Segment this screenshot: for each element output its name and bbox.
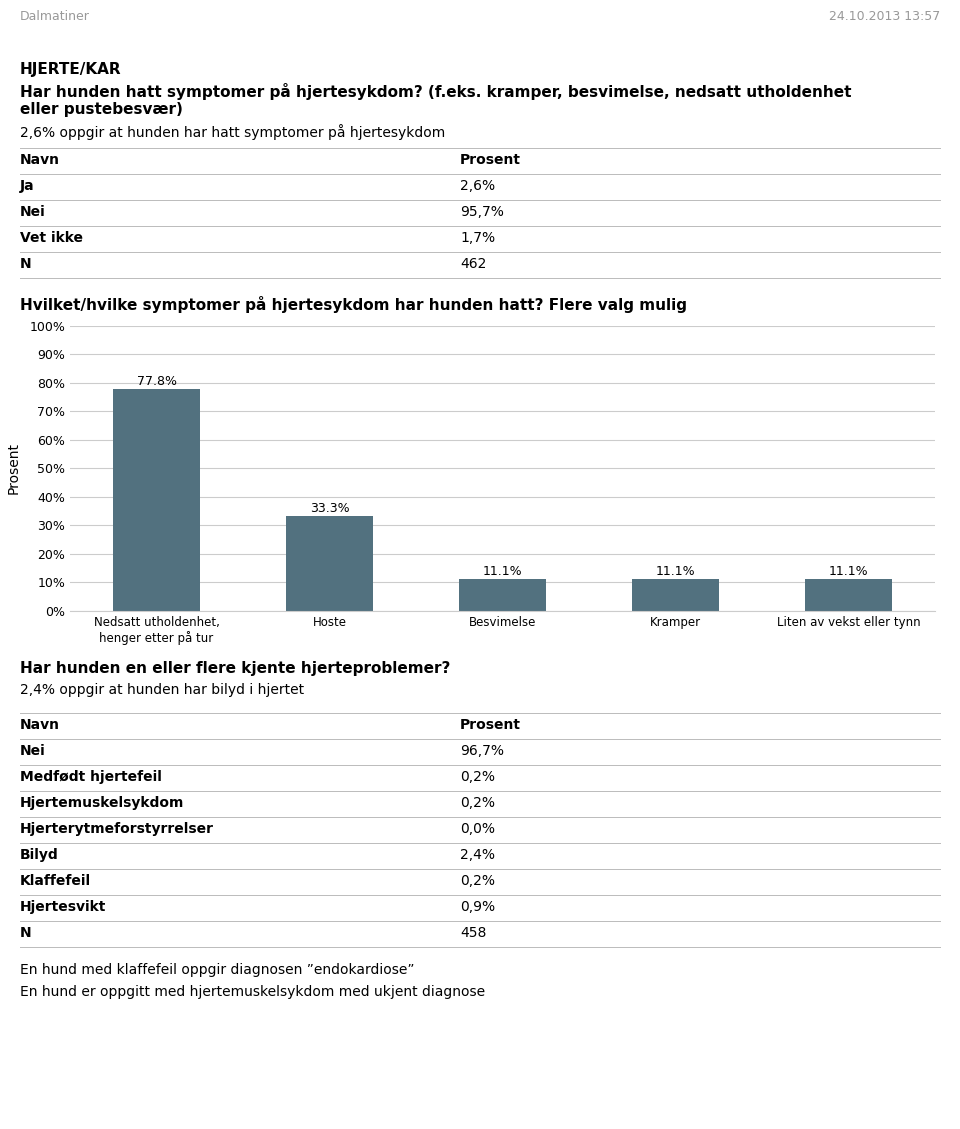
Text: Har hunden en eller flere kjente hjerteproblemer?: Har hunden en eller flere kjente hjertep… <box>20 660 450 676</box>
Text: 77.8%: 77.8% <box>136 375 177 388</box>
Bar <box>113 390 200 611</box>
Text: Prosent: Prosent <box>460 154 521 167</box>
Text: 24.10.2013 13:57: 24.10.2013 13:57 <box>828 10 940 23</box>
Bar <box>459 579 545 611</box>
Text: 11.1%: 11.1% <box>483 564 522 578</box>
Text: Navn: Navn <box>20 154 60 167</box>
Bar <box>286 516 372 611</box>
Text: 2,4% oppgir at hunden har bilyd i hjertet: 2,4% oppgir at hunden har bilyd i hjerte… <box>20 683 304 697</box>
Text: Nei: Nei <box>20 744 46 758</box>
Text: 11.1%: 11.1% <box>828 564 868 578</box>
Text: En hund med klaffefeil oppgir diagnosen ”endokardiose”: En hund med klaffefeil oppgir diagnosen … <box>20 963 415 977</box>
Text: En hund er oppgitt med hjertemuskelsykdom med ukjent diagnose: En hund er oppgitt med hjertemuskelsykdo… <box>20 984 485 999</box>
Text: 0,2%: 0,2% <box>460 796 495 809</box>
Text: Nei: Nei <box>20 205 46 219</box>
Text: N: N <box>20 257 32 271</box>
Text: 0,0%: 0,0% <box>460 822 495 835</box>
Text: Prosent: Prosent <box>460 718 521 732</box>
Text: 33.3%: 33.3% <box>310 501 349 515</box>
Text: N: N <box>20 926 32 940</box>
Text: Har hunden hatt symptomer på hjertesykdom? (f.eks. kramper, besvimelse, nedsatt : Har hunden hatt symptomer på hjertesykdo… <box>20 84 852 100</box>
Text: 0,2%: 0,2% <box>460 874 495 889</box>
Text: 462: 462 <box>460 257 487 271</box>
Text: 1,7%: 1,7% <box>460 231 495 245</box>
Text: 0,2%: 0,2% <box>460 770 495 784</box>
Text: 2,6%: 2,6% <box>460 180 495 193</box>
Text: Vet ikke: Vet ikke <box>20 231 83 245</box>
Text: Klaffefeil: Klaffefeil <box>20 874 91 889</box>
Text: 11.1%: 11.1% <box>656 564 695 578</box>
Text: Ja: Ja <box>20 180 35 193</box>
Text: Bilyd: Bilyd <box>20 848 59 863</box>
Text: Navn: Navn <box>20 718 60 732</box>
Text: 96,7%: 96,7% <box>460 744 504 758</box>
Text: 2,6% oppgir at hunden har hatt symptomer på hjertesykdom: 2,6% oppgir at hunden har hatt symptomer… <box>20 124 445 140</box>
Text: Medfødt hjertefeil: Medfødt hjertefeil <box>20 770 162 784</box>
Text: Hjertesvikt: Hjertesvikt <box>20 900 107 914</box>
Text: 458: 458 <box>460 926 487 940</box>
Bar <box>805 579 892 611</box>
Text: Hjerterytmeforstyrrelser: Hjerterytmeforstyrrelser <box>20 822 214 835</box>
Text: 2,4%: 2,4% <box>460 848 495 863</box>
Text: 0,9%: 0,9% <box>460 900 495 914</box>
Text: eller pustebesvær): eller pustebesvær) <box>20 102 182 117</box>
Text: 95,7%: 95,7% <box>460 205 504 219</box>
Text: HJERTE/KAR: HJERTE/KAR <box>20 62 122 77</box>
Y-axis label: Prosent: Prosent <box>7 443 21 495</box>
Text: Dalmatiner: Dalmatiner <box>20 10 90 23</box>
Bar <box>633 579 719 611</box>
Text: Hvilket/hvilke symptomer på hjertesykdom har hunden hatt? Flere valg mulig: Hvilket/hvilke symptomer på hjertesykdom… <box>20 296 687 313</box>
Text: Hjertemuskelsykdom: Hjertemuskelsykdom <box>20 796 184 809</box>
